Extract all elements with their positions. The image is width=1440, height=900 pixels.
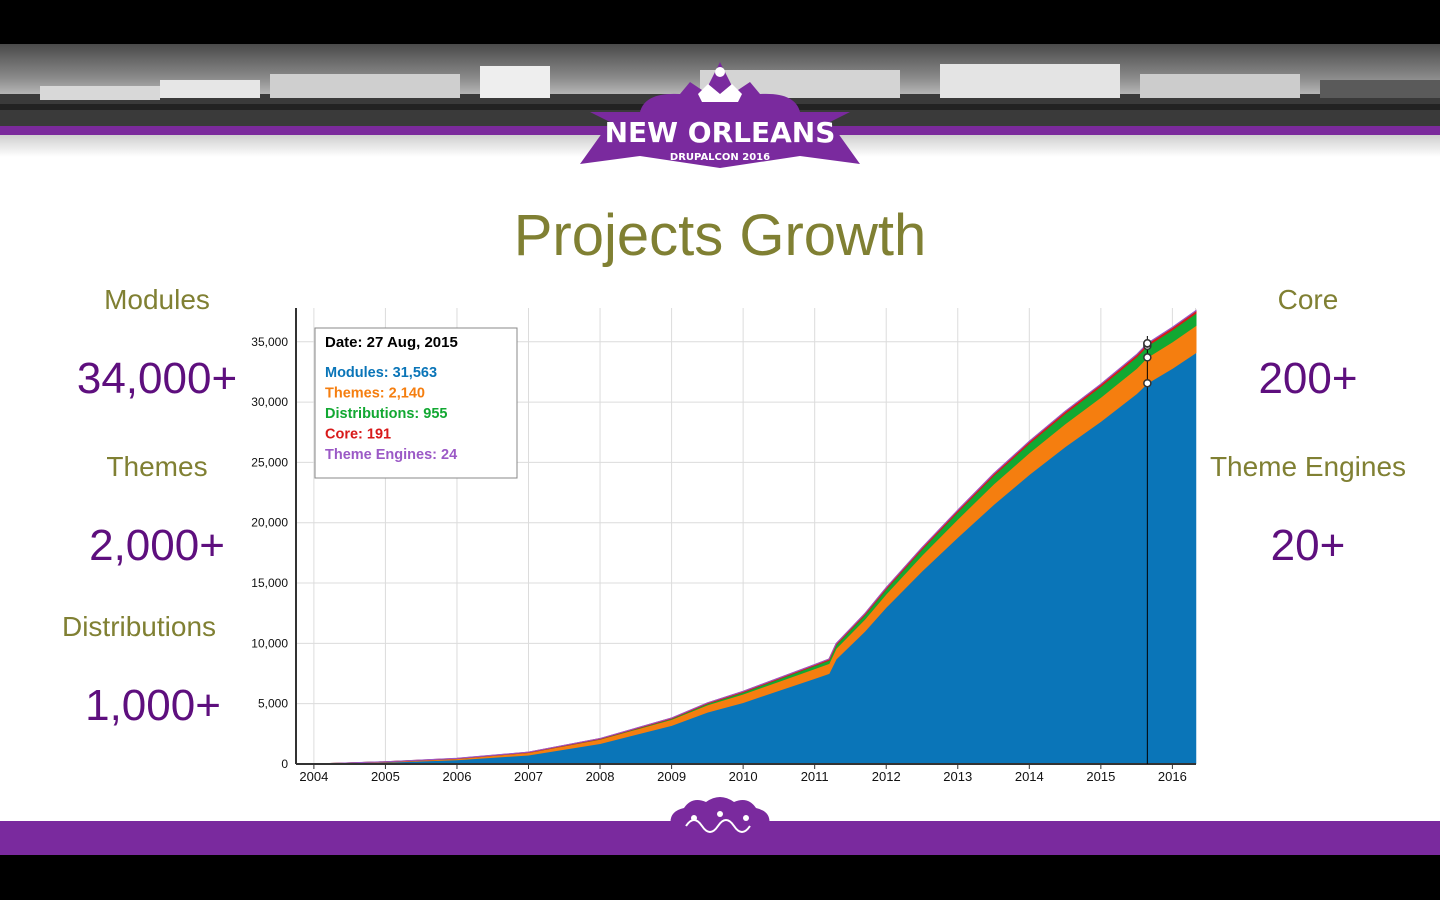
stat-distributions-label: Distributions (61, 611, 217, 642)
tooltip-entry: Modules: 31,563 (325, 365, 437, 381)
x-tick-label: 2010 (729, 769, 758, 784)
drupalcon-logo: NEW ORLEANS DRUPALCON 2016 (580, 62, 860, 168)
y-tick-label: 5,000 (258, 697, 288, 711)
y-tick-label: 15,000 (251, 576, 288, 590)
footer-ornament-icon (670, 797, 770, 845)
x-tick-label: 2007 (514, 769, 543, 784)
x-tick-label: 2004 (299, 769, 328, 784)
tooltip: Date: 27 Aug, 2015 Modules: 31,563 Themes:… (314, 327, 518, 479)
area-theme-engines (313, 309, 1197, 765)
x-tick-label: 2006 (443, 769, 472, 784)
x-tick-label: 2013 (943, 769, 972, 784)
logo-city-text: NEW ORLEANS (605, 116, 836, 149)
slide-title: Projects Growth (513, 203, 927, 268)
y-tick-label: 30,000 (251, 395, 288, 409)
cursor-point (1143, 353, 1152, 362)
stat-modules-value: 34,000+ (76, 354, 238, 403)
stat-theme-engines-label: Theme Engines (1209, 451, 1407, 482)
tooltip-box (314, 327, 518, 479)
stat-core-value: 200+ (1258, 354, 1358, 403)
x-tick-label: 2016 (1158, 769, 1187, 784)
tooltip-entry: Core: 191 (325, 427, 391, 443)
x-tick-label: 2015 (1086, 769, 1115, 784)
y-tick-label: 35,000 (251, 335, 288, 349)
y-tick-label: 10,000 (251, 636, 288, 650)
cursor-point (1143, 378, 1152, 388)
x-tick-label: 2009 (657, 769, 686, 784)
stat-themes-label: Themes (106, 451, 208, 482)
stat-distributions-value: 1,000+ (85, 681, 221, 730)
stat-theme-engines-value: 20+ (1270, 521, 1346, 570)
x-tick-label: 2005 (371, 769, 400, 784)
slide: NEW ORLEANS DRUPALCON 2016 Projects Grow… (0, 44, 1440, 855)
y-tick-label: 25,000 (251, 455, 288, 469)
y-tick-label: 20,000 (251, 516, 288, 530)
x-tick-label: 2008 (586, 769, 615, 784)
x-tick-label: 2012 (872, 769, 901, 784)
tooltip-date: Date: 27 Aug, 2015 (325, 334, 458, 351)
x-tick-label: 2014 (1015, 769, 1044, 784)
tooltip-entry: Distributions: 955 (325, 406, 447, 422)
projects-growth-chart: 2004 2005 2006 2007 2008 2009 2010 2011 2012 2013… (251, 308, 1197, 784)
cursor-point (1143, 339, 1152, 348)
x-tick-label: 2011 (801, 769, 829, 784)
logo-event-text: DRUPALCON 2016 (670, 152, 770, 163)
tooltip-entry: Themes: 2,140 (325, 386, 425, 402)
tooltip-entry: Theme Engines: 24 (325, 447, 457, 463)
y-tick-label: 0 (281, 757, 288, 771)
stat-modules-label: Modules (104, 284, 210, 315)
stat-core-label: Core (1277, 284, 1339, 315)
stat-themes-value: 2,000+ (89, 521, 225, 570)
